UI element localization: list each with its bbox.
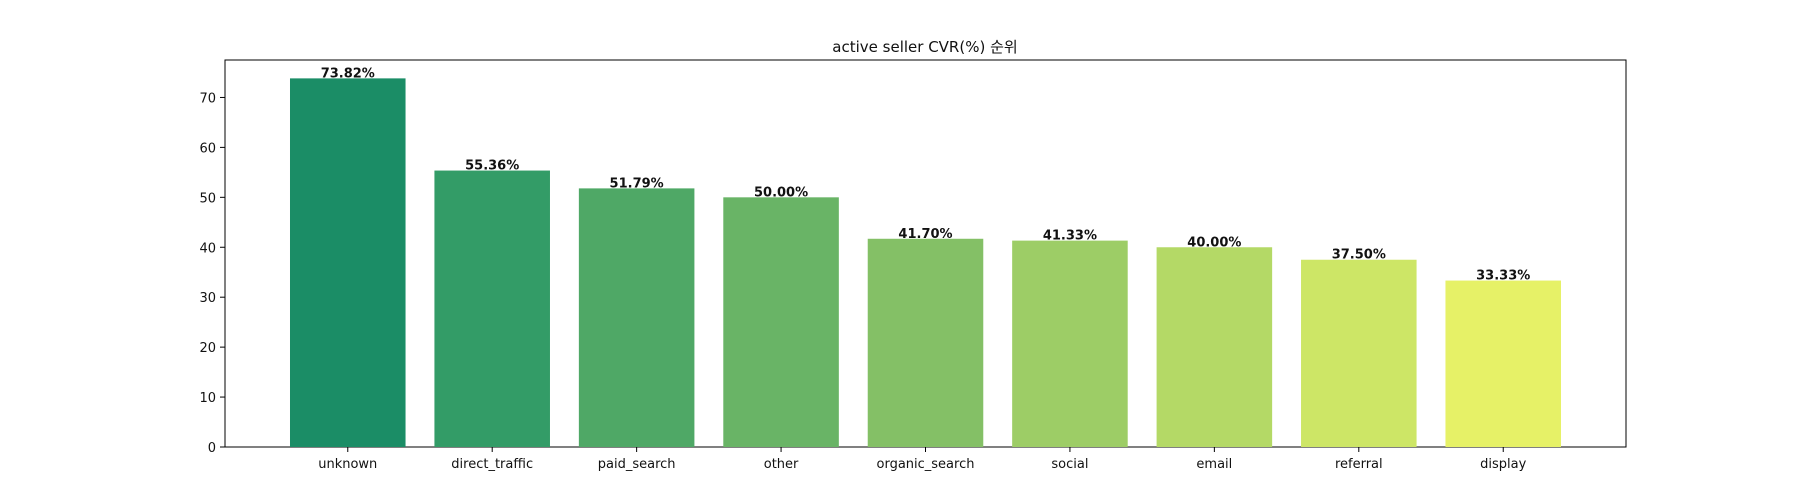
bar — [1301, 259, 1417, 447]
data-label: 33.33% — [1476, 269, 1530, 284]
bar — [289, 78, 406, 448]
y-tick-label: 20 — [199, 341, 216, 356]
y-tick-label: 30 — [199, 291, 216, 306]
data-label: 50.00% — [754, 185, 808, 200]
data-label: 51.79% — [610, 176, 664, 191]
y-tick-label: 70 — [199, 91, 216, 106]
x-tick-label: display — [1480, 457, 1526, 472]
y-tick-label: 10 — [199, 391, 216, 406]
x-tick-label: email — [1196, 457, 1232, 472]
bar — [1156, 247, 1273, 447]
bar — [434, 170, 550, 447]
data-label: 41.70% — [898, 227, 952, 242]
data-label: 37.50% — [1332, 248, 1386, 263]
y-tick-label: 50 — [199, 191, 216, 206]
x-tick-label: organic_search — [877, 457, 975, 472]
y-tick-label: 60 — [199, 141, 216, 156]
x-tick-label: other — [764, 457, 799, 472]
x-tick-label: paid_search — [598, 457, 676, 472]
data-label: 55.36% — [465, 159, 519, 174]
bar — [867, 238, 984, 447]
bar — [1012, 240, 1128, 447]
x-tick-label: direct_traffic — [451, 457, 533, 472]
data-label: 41.33% — [1043, 229, 1097, 244]
data-label: 40.00% — [1187, 235, 1241, 250]
x-tick-label: unknown — [318, 457, 377, 472]
y-tick-label: 40 — [199, 241, 216, 256]
data-label: 73.82% — [321, 66, 375, 81]
y-tick-label: 0 — [208, 441, 216, 456]
bar — [1445, 280, 1562, 447]
bar — [578, 188, 695, 447]
chart-title: active seller CVR(%) 순위 — [832, 38, 1017, 56]
x-tick-label: social — [1051, 457, 1088, 472]
bar — [723, 197, 839, 447]
x-tick-label: referral — [1335, 457, 1383, 472]
plot-area: 0 10 20 30 40 50 60 70 unknown 73.82% direct_traff… — [199, 59, 1627, 472]
